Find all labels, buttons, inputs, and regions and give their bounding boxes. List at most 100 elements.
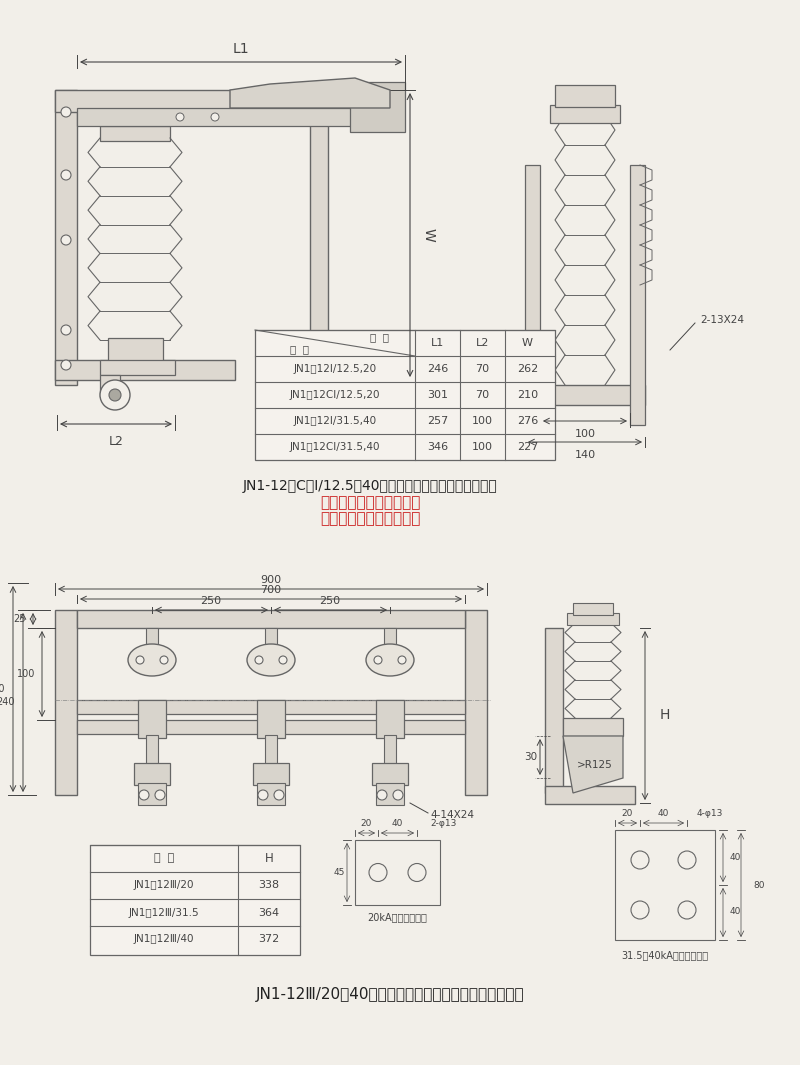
Text: 250: 250	[319, 596, 341, 606]
Bar	[555, 85, 615, 106]
Bar	[134, 763, 170, 785]
Text: 100: 100	[574, 429, 595, 439]
Text: L2: L2	[109, 435, 123, 448]
Bar	[310, 108, 328, 378]
Text: JN1-12（C）Ⅰ/12.5～40单相接地开关外形及安装尺奠图: JN1-12（C）Ⅰ/12.5～40单相接地开关外形及安装尺奠图	[242, 479, 498, 493]
Bar	[55, 360, 235, 380]
Text: 20: 20	[622, 809, 633, 818]
Text: 346: 346	[427, 442, 448, 452]
Bar	[372, 763, 408, 785]
Text: 2-φ13: 2-φ13	[430, 819, 456, 829]
Bar	[545, 628, 563, 793]
Circle shape	[61, 695, 71, 705]
Circle shape	[61, 235, 71, 245]
Circle shape	[155, 790, 165, 800]
Bar	[615, 830, 715, 940]
Text: 372: 372	[258, 934, 280, 945]
Circle shape	[471, 695, 481, 705]
Bar	[77, 720, 465, 734]
Circle shape	[61, 765, 71, 775]
Text: JN1－12Ⅰ/12.5,20: JN1－12Ⅰ/12.5,20	[294, 364, 377, 374]
Text: 尺  寸: 尺 寸	[370, 332, 390, 342]
Text: 仪征富非特电器有限公司: 仪征富非特电器有限公司	[320, 495, 420, 510]
Text: 70: 70	[475, 364, 490, 374]
Circle shape	[678, 851, 696, 869]
Text: 40: 40	[391, 819, 402, 828]
Text: 30: 30	[524, 752, 537, 761]
Ellipse shape	[366, 644, 414, 676]
Text: 250: 250	[201, 596, 222, 606]
Circle shape	[678, 901, 696, 919]
Bar	[146, 735, 158, 765]
Bar	[146, 628, 158, 663]
Text: W: W	[522, 338, 533, 348]
Text: JN1－12CⅠ/31.5,40: JN1－12CⅠ/31.5,40	[290, 442, 380, 452]
Bar	[108, 338, 163, 363]
Text: 40: 40	[730, 853, 742, 863]
Bar	[55, 91, 77, 386]
Text: JN1－12Ⅲ/31.5: JN1－12Ⅲ/31.5	[129, 907, 199, 918]
Circle shape	[139, 790, 149, 800]
Polygon shape	[230, 78, 390, 108]
Circle shape	[211, 113, 219, 121]
Circle shape	[61, 360, 71, 370]
Bar	[100, 126, 170, 141]
Text: 246: 246	[427, 364, 448, 374]
Text: 100: 100	[472, 416, 493, 426]
Bar	[257, 700, 285, 738]
Circle shape	[600, 91, 610, 100]
Text: 262: 262	[517, 364, 538, 374]
Text: 4-14X24: 4-14X24	[430, 810, 474, 820]
Bar	[138, 700, 166, 738]
Text: 70: 70	[475, 390, 490, 400]
Circle shape	[100, 380, 130, 410]
Circle shape	[631, 851, 649, 869]
Bar	[376, 700, 404, 738]
Text: L2: L2	[476, 338, 489, 348]
Circle shape	[61, 325, 71, 335]
Circle shape	[398, 656, 406, 663]
Text: 型  号: 型 号	[154, 853, 174, 864]
Polygon shape	[563, 736, 623, 793]
Text: 20: 20	[360, 819, 372, 828]
Bar	[257, 783, 285, 805]
Bar	[630, 165, 645, 425]
Text: >R125: >R125	[577, 760, 613, 770]
Text: JN1－12CⅠ/12.5,20: JN1－12CⅠ/12.5,20	[290, 390, 380, 400]
Text: 227: 227	[517, 442, 538, 452]
Circle shape	[258, 790, 268, 800]
Bar	[384, 735, 396, 765]
Bar	[573, 603, 613, 615]
Bar	[138, 783, 166, 805]
Text: 20kA接线端子尺寸: 20kA接线端子尺寸	[367, 912, 427, 922]
Text: 364: 364	[258, 907, 279, 918]
Ellipse shape	[128, 644, 176, 676]
Bar	[100, 375, 120, 397]
Bar	[100, 360, 175, 375]
Text: 40: 40	[730, 907, 742, 917]
Text: 40: 40	[658, 809, 669, 818]
Circle shape	[408, 864, 426, 882]
Circle shape	[279, 656, 287, 663]
Text: 900: 900	[261, 575, 282, 585]
Text: 338: 338	[258, 881, 279, 890]
Bar	[55, 91, 350, 112]
Bar	[465, 610, 487, 794]
Circle shape	[160, 656, 168, 663]
Circle shape	[61, 170, 71, 180]
Text: 仪征富非特电器有限公司: 仪征富非特电器有限公司	[320, 511, 420, 526]
Text: 型  号: 型 号	[290, 344, 310, 354]
Text: W: W	[422, 228, 436, 242]
Circle shape	[560, 91, 570, 100]
Circle shape	[176, 113, 184, 121]
Text: 100: 100	[17, 669, 35, 679]
Bar	[90, 845, 300, 955]
Circle shape	[374, 656, 382, 663]
Text: 290: 290	[0, 684, 5, 694]
Bar	[525, 386, 645, 405]
Text: JN1－12Ⅰ/31.5,40: JN1－12Ⅰ/31.5,40	[294, 416, 377, 426]
Text: L1: L1	[233, 42, 250, 56]
Bar	[384, 628, 396, 663]
Circle shape	[471, 765, 481, 775]
Bar	[265, 735, 277, 765]
